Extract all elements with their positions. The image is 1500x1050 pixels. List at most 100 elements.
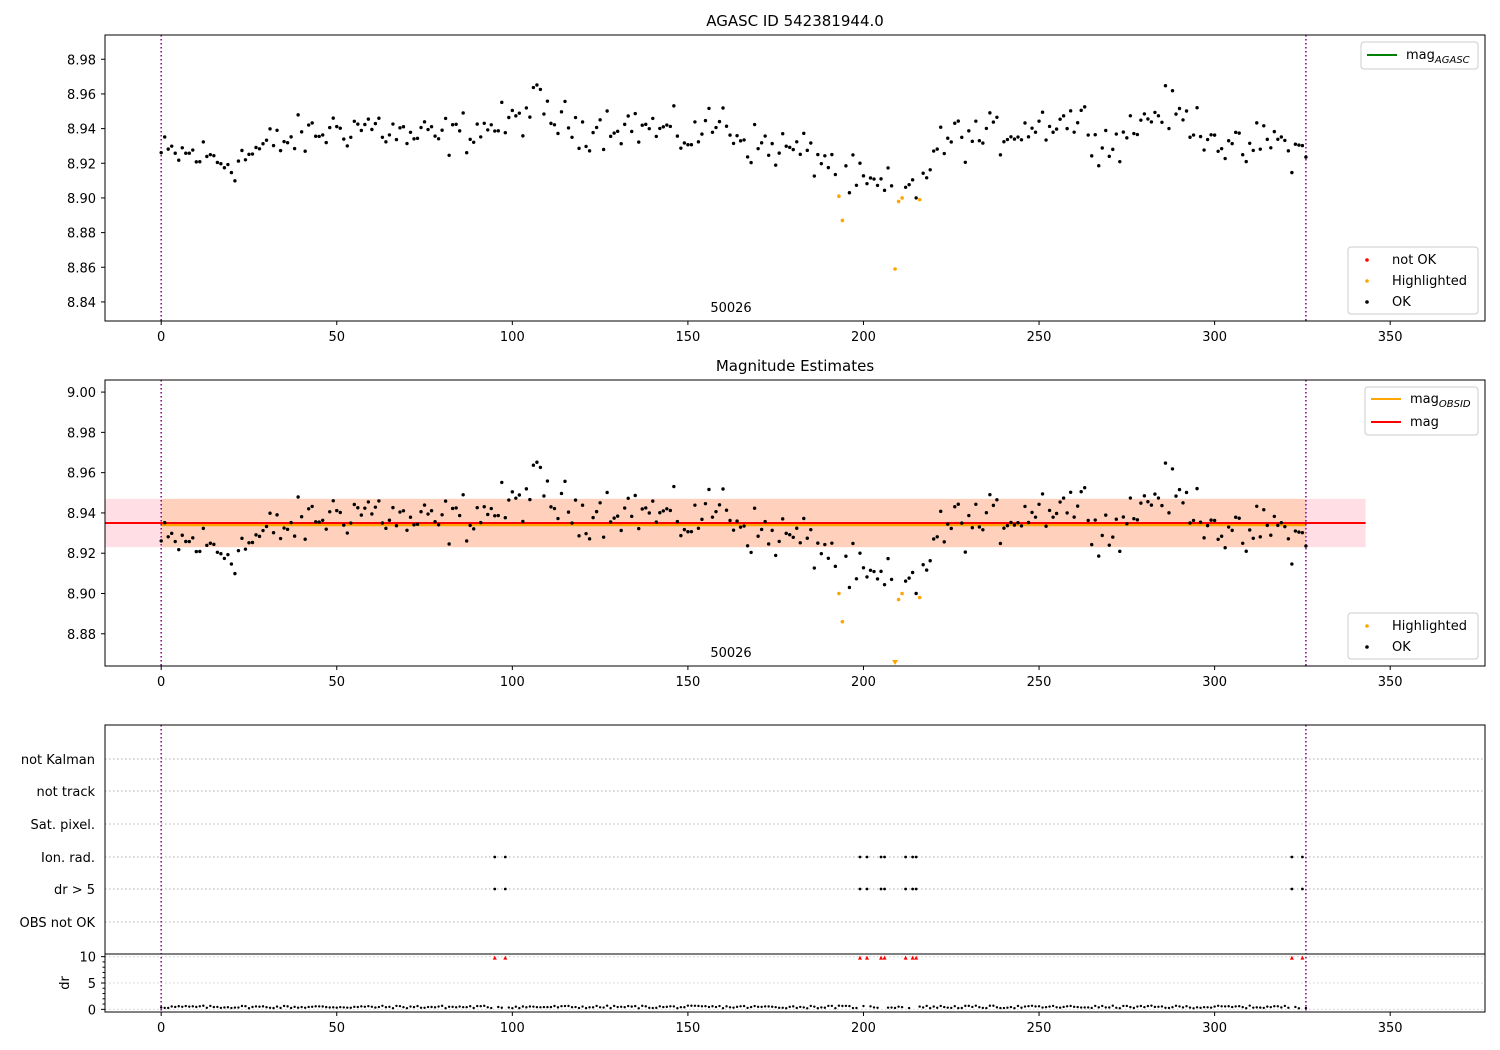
ok-point <box>419 510 423 514</box>
ok-point <box>1016 521 1020 525</box>
y-tick-label: 8.86 <box>67 261 96 276</box>
ok-point <box>1269 146 1273 150</box>
ok-point <box>1226 525 1231 529</box>
ok-point <box>974 119 978 123</box>
ok-point <box>1023 504 1027 509</box>
ok-point <box>1198 520 1203 524</box>
ok-point <box>1202 536 1206 540</box>
ok-point <box>672 104 676 108</box>
ok-point <box>703 118 708 123</box>
dr-point <box>433 1006 437 1009</box>
ok-point <box>749 160 753 165</box>
ok-point <box>1251 536 1255 540</box>
ok-point <box>531 463 536 467</box>
ok-point <box>454 122 458 126</box>
ok-point <box>338 510 342 515</box>
ok-point <box>605 490 609 495</box>
ok-point <box>1188 521 1192 525</box>
ok-point <box>630 129 634 134</box>
ok-point <box>770 528 774 533</box>
y-tick-label: 8.90 <box>67 192 96 207</box>
dr-point <box>363 1005 367 1008</box>
flag-point <box>879 855 883 859</box>
dr-point <box>212 1005 216 1009</box>
ok-point <box>475 505 479 510</box>
ok-point <box>1068 109 1073 113</box>
ok-point <box>394 137 399 142</box>
ok-point <box>622 506 627 510</box>
ok-point <box>173 539 177 544</box>
dr-point <box>437 1005 440 1008</box>
ok-point <box>184 151 188 155</box>
dr-point <box>317 1005 321 1008</box>
ok-point <box>443 116 448 121</box>
dr-point <box>876 1006 879 1009</box>
dr-point <box>581 1005 584 1008</box>
dr-point <box>353 1005 356 1009</box>
ok-point <box>1012 137 1017 141</box>
ok-point <box>472 527 476 531</box>
dr-point <box>995 1006 999 1009</box>
panel-2-x-axis: 0 50 100 150 200 250 300 350 <box>157 666 1403 690</box>
dr-point <box>872 1006 876 1009</box>
ok-point <box>1262 124 1266 128</box>
mag-agasc-legend-main: mag <box>1406 48 1435 63</box>
ok-point <box>731 528 736 532</box>
dr-point <box>823 1006 827 1009</box>
ok-point <box>914 591 918 596</box>
ok-point <box>1121 130 1126 134</box>
ok-point <box>429 125 434 129</box>
ok-point <box>391 122 395 126</box>
ok-point <box>573 498 578 502</box>
ok-point <box>1223 546 1227 550</box>
ok-point <box>219 162 223 166</box>
ok-point <box>939 125 943 129</box>
dr-point <box>349 1006 353 1010</box>
dr-point <box>1083 1006 1086 1009</box>
ok-point <box>672 484 676 489</box>
highlighted-point <box>917 197 922 202</box>
y-tick-label: 8.94 <box>67 507 96 522</box>
ok-point <box>742 138 746 142</box>
ok-point <box>577 146 581 151</box>
panel-3-x-axis: 0 50 100 150 200 250 300 350 <box>157 1012 1403 1036</box>
dr-point <box>328 1006 331 1009</box>
ok-point <box>1072 515 1076 519</box>
ok-point <box>226 552 230 557</box>
ok-point <box>282 526 286 530</box>
ok-point <box>1061 496 1066 500</box>
dr-point <box>254 1005 258 1008</box>
ok-point <box>724 124 729 128</box>
dr-point <box>265 1005 268 1009</box>
ok-point <box>461 111 465 115</box>
dr-point <box>1202 1006 1206 1009</box>
ok-point <box>851 153 855 157</box>
dr-point <box>781 1006 784 1010</box>
ok-point <box>823 154 827 158</box>
ok-point <box>461 493 465 497</box>
ok-point <box>521 519 525 524</box>
ok-point <box>784 531 788 536</box>
ok-point <box>496 513 500 518</box>
flag-point <box>865 855 869 859</box>
flag-point <box>883 887 886 891</box>
ok-point <box>791 535 795 539</box>
dr-point <box>497 1005 500 1009</box>
dr-point <box>936 1006 939 1009</box>
ok-point <box>436 523 441 527</box>
ok-point <box>173 151 177 155</box>
ok-point <box>514 114 518 118</box>
dr-point <box>539 1006 542 1009</box>
dr-point <box>672 1005 676 1008</box>
dr-point <box>1062 1005 1065 1009</box>
dr-point <box>690 1004 693 1007</box>
ok-point <box>995 498 999 502</box>
dr-point <box>1129 1005 1132 1009</box>
ok-point <box>682 527 687 532</box>
ok-point <box>1163 84 1168 88</box>
ok-point <box>159 150 163 155</box>
panel-1-obsid-annotation: 50026 <box>710 301 751 316</box>
dr-point <box>1164 1006 1167 1009</box>
ok-point <box>1058 117 1062 121</box>
y-tick-label: 8.96 <box>67 88 96 103</box>
